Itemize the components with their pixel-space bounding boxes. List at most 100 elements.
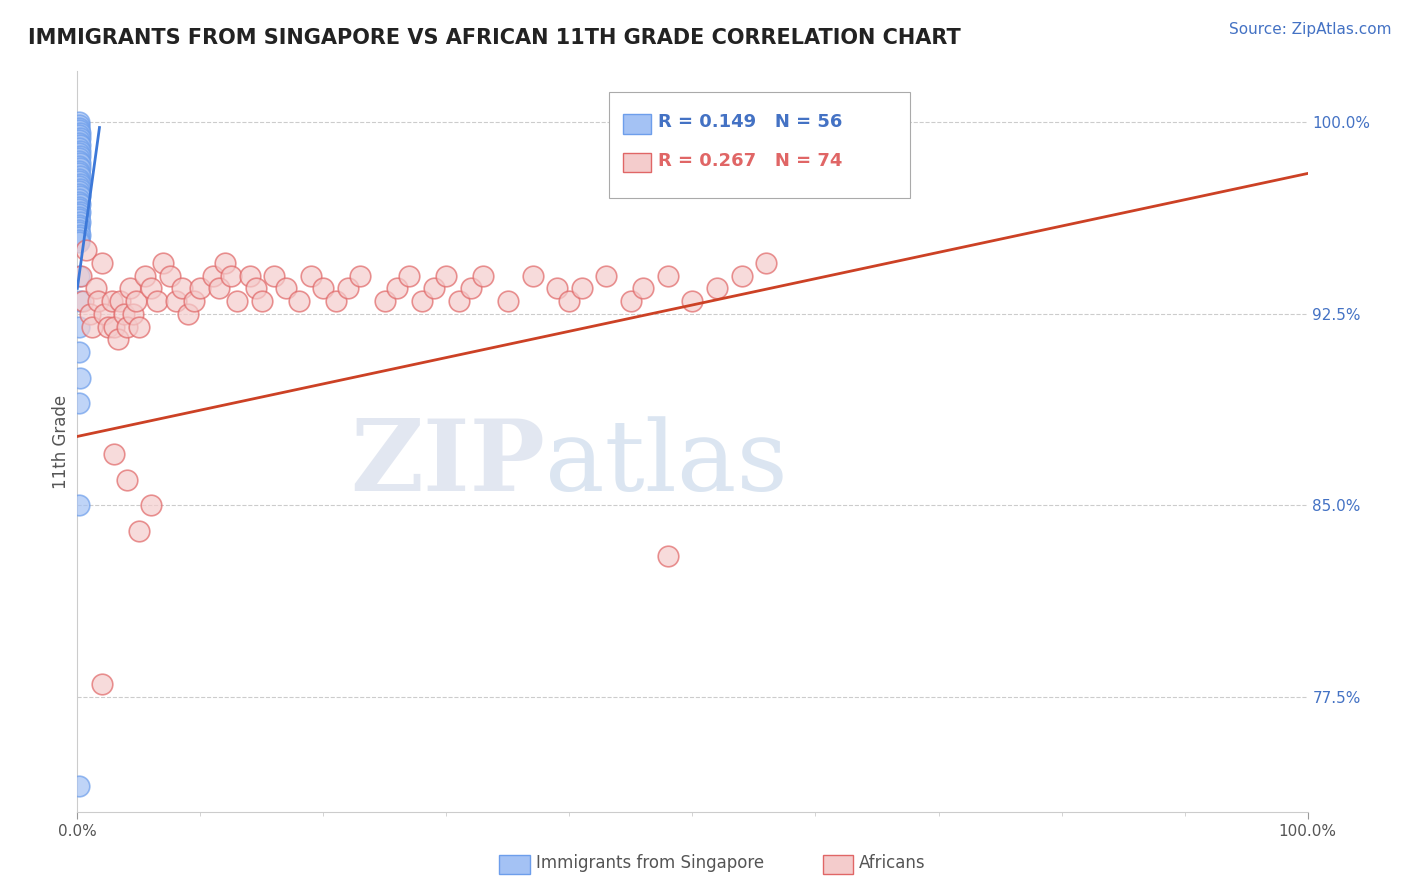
Point [128, 524, 150, 538]
Point [69, 169, 91, 183]
Point [226, 294, 249, 309]
Point [177, 307, 200, 321]
Point [496, 294, 519, 309]
Point [69, 182, 91, 196]
Point [67, 120, 90, 135]
Point [67, 153, 90, 168]
Point [69, 177, 91, 191]
Point [67, 185, 90, 199]
Point [67, 133, 90, 147]
Point [571, 281, 593, 295]
Point [152, 256, 174, 270]
Point [472, 268, 495, 283]
Point [398, 268, 420, 283]
Point [67, 166, 90, 180]
Point [67, 222, 90, 236]
Point [82, 319, 104, 334]
Point [103, 447, 125, 461]
Point [67, 136, 90, 150]
Point [67, 207, 90, 221]
Point [325, 294, 347, 309]
Point [682, 294, 704, 309]
Point [67, 319, 90, 334]
Point [67, 151, 90, 165]
Point [67, 345, 90, 359]
Point [69, 215, 91, 229]
Point [67, 202, 90, 217]
Point [69, 138, 91, 153]
Point [245, 281, 267, 295]
Point [67, 146, 90, 161]
Point [312, 281, 335, 295]
Point [69, 189, 91, 203]
Point [134, 268, 156, 283]
Point [706, 281, 728, 295]
Point [208, 281, 231, 295]
Point [128, 319, 150, 334]
Text: IMMIGRANTS FROM SINGAPORE VS AFRICAN 11TH GRADE CORRELATION CHART: IMMIGRANTS FROM SINGAPORE VS AFRICAN 11T… [28, 28, 960, 47]
Point [170, 281, 193, 295]
Point [90, 256, 114, 270]
Point [70, 268, 93, 283]
Point [67, 186, 90, 201]
Point [75, 243, 97, 257]
Point [436, 268, 458, 283]
Point [120, 281, 142, 295]
Point [69, 126, 91, 140]
Point [69, 144, 91, 158]
Point [67, 118, 90, 132]
Point [67, 159, 90, 173]
Point [67, 235, 90, 250]
Point [522, 268, 544, 283]
Point [67, 123, 90, 137]
Text: R = 0.149   N = 56: R = 0.149 N = 56 [658, 113, 842, 131]
Text: Africans: Africans [859, 855, 925, 872]
Point [69, 204, 91, 219]
Point [141, 281, 163, 295]
Point [67, 396, 90, 410]
Point [214, 256, 236, 270]
Point [423, 281, 446, 295]
Point [69, 227, 91, 242]
Point [276, 281, 298, 295]
Point [112, 307, 135, 321]
Point [67, 141, 90, 155]
Point [67, 115, 90, 129]
Point [288, 294, 311, 309]
Text: R = 0.267   N = 74: R = 0.267 N = 74 [658, 152, 842, 169]
Point [72, 294, 94, 309]
Point [67, 200, 90, 214]
Point [67, 174, 90, 188]
Point [67, 171, 90, 186]
Point [67, 230, 90, 244]
Point [558, 294, 581, 309]
Point [67, 128, 90, 143]
Point [141, 499, 163, 513]
Point [67, 225, 90, 239]
Point [657, 268, 679, 283]
Point [411, 294, 433, 309]
Point [183, 294, 205, 309]
Point [146, 294, 169, 309]
Point [115, 319, 138, 334]
Point [67, 499, 90, 513]
Point [90, 677, 114, 691]
Point [69, 130, 91, 145]
Point [67, 779, 90, 793]
Point [299, 268, 322, 283]
Point [69, 148, 91, 162]
Point [337, 281, 360, 295]
Point [755, 256, 778, 270]
Point [188, 281, 212, 295]
Point [97, 319, 120, 334]
Point [620, 294, 643, 309]
Point [115, 473, 138, 487]
Point [121, 307, 143, 321]
Point [67, 179, 90, 194]
Text: Immigrants from Singapore: Immigrants from Singapore [536, 855, 763, 872]
Text: ZIP: ZIP [350, 416, 546, 512]
Point [93, 307, 115, 321]
Point [79, 307, 101, 321]
Point [349, 268, 371, 283]
Point [595, 268, 617, 283]
